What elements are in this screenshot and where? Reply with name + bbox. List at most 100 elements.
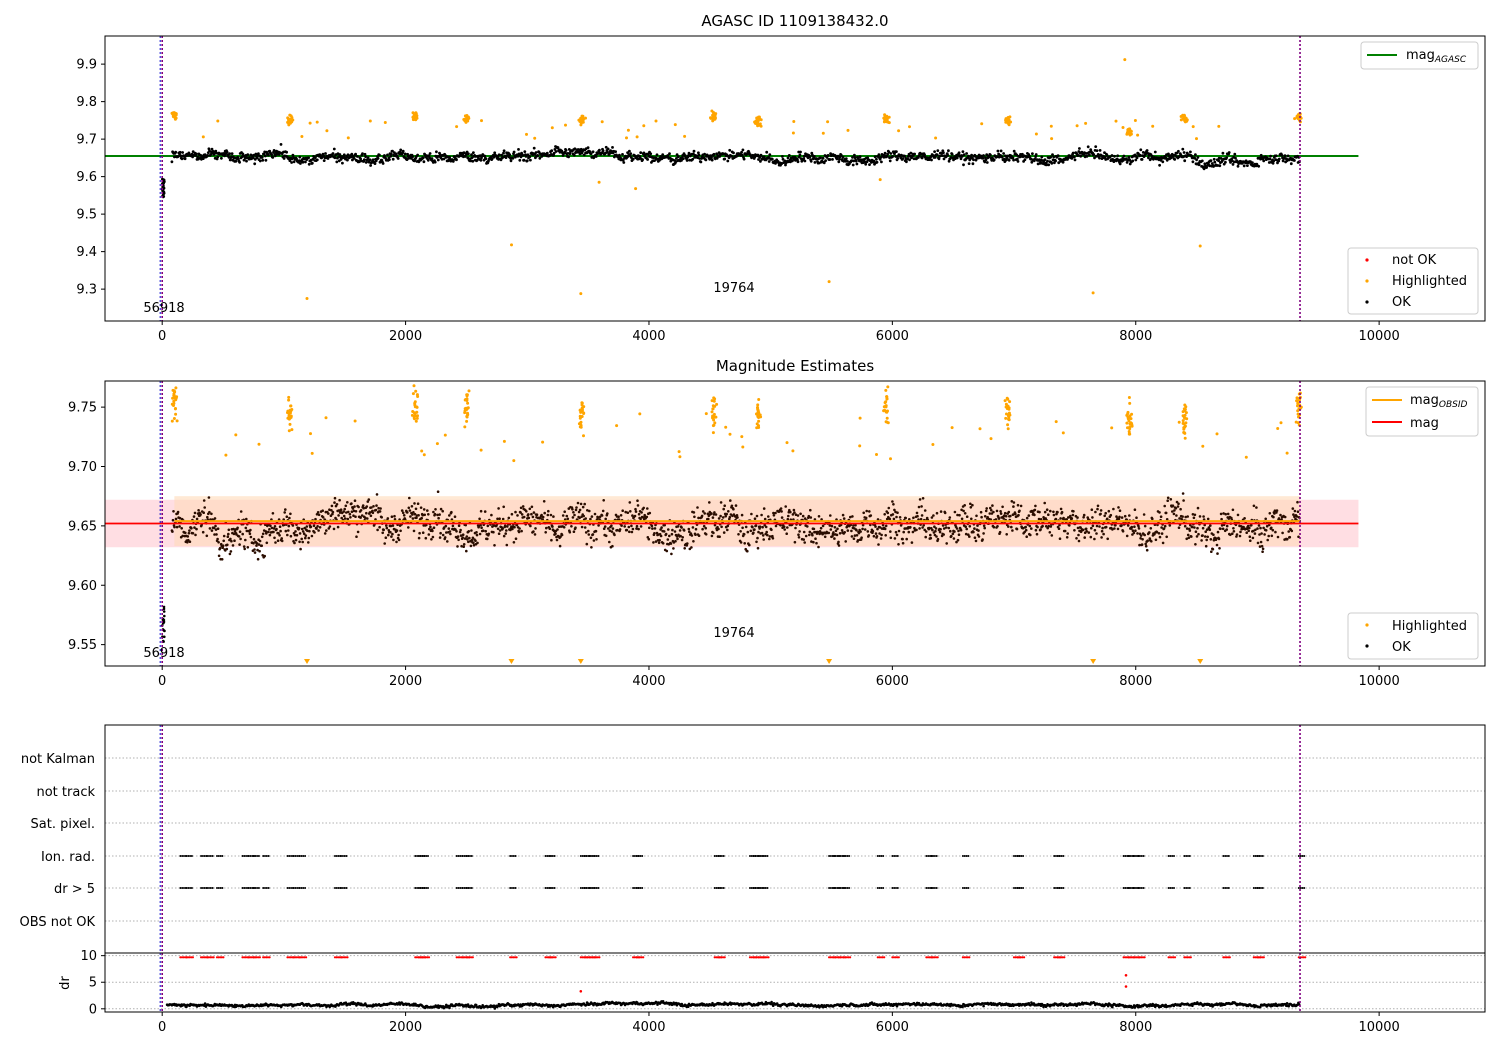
ok-point	[1016, 157, 1019, 161]
flag-point	[595, 855, 598, 857]
ok-point	[325, 529, 328, 532]
ok-point	[765, 150, 769, 154]
ok-point	[690, 546, 693, 549]
highlighted-point	[710, 399, 714, 403]
ok-point	[873, 155, 877, 159]
ok-point	[802, 538, 805, 541]
ok-point	[864, 162, 868, 166]
ok-point	[512, 541, 516, 544]
ok-point	[1015, 527, 1019, 531]
ok-point	[520, 513, 524, 516]
flag-point	[641, 855, 644, 857]
ok-point	[246, 546, 250, 549]
highlighted-point	[1125, 421, 1129, 425]
ok-point	[770, 157, 774, 161]
flag-point	[294, 855, 297, 857]
ok-point	[630, 524, 633, 528]
ok-point	[419, 506, 423, 510]
highlighted-point	[887, 121, 891, 125]
highlighted-point	[414, 118, 418, 122]
ok-point	[532, 511, 536, 514]
highlighted-point	[785, 441, 789, 445]
highlighted-point	[564, 123, 567, 127]
ok-point	[1277, 157, 1281, 161]
ok-point	[1059, 507, 1063, 511]
ok-point	[1049, 155, 1052, 159]
ok-point	[732, 507, 735, 511]
ok-point	[428, 152, 432, 155]
ok-point	[606, 151, 609, 154]
ok-point	[920, 505, 923, 508]
ok-point	[761, 525, 764, 529]
highlighted-point	[309, 432, 312, 436]
ok-point	[618, 153, 621, 157]
ok-point	[1235, 533, 1239, 536]
ok-point	[284, 529, 288, 533]
flag-point	[759, 855, 762, 857]
ok-point	[456, 535, 460, 538]
legend2-ok-label: OK	[1392, 640, 1411, 655]
ok-point	[865, 160, 869, 164]
ok-point	[582, 153, 586, 157]
ok-point	[484, 157, 488, 161]
ok-point	[1247, 529, 1250, 533]
ok-point	[682, 529, 686, 532]
ok-point	[448, 514, 451, 517]
ok-point	[1227, 151, 1231, 154]
flag-point	[241, 855, 244, 857]
highlighted-point	[581, 118, 585, 122]
ok-point	[770, 528, 773, 532]
ok-point	[797, 533, 800, 536]
ok-point	[245, 517, 248, 521]
ok-point	[652, 541, 655, 544]
ok-point	[580, 525, 584, 529]
ok-point	[1140, 158, 1144, 161]
ok-point	[744, 525, 748, 529]
ok-point	[964, 525, 967, 528]
ok-point	[826, 154, 830, 157]
flag-point	[206, 855, 209, 857]
flag-point	[579, 855, 582, 857]
flag-point	[256, 855, 259, 857]
ok-point	[568, 152, 572, 156]
ok-point	[1221, 527, 1225, 531]
ok-point	[398, 150, 402, 154]
ok-point	[704, 526, 707, 530]
panel1-ticks: 0 2000 4000 6000 8000 100009.39.49.59.69.79.8…	[76, 58, 1399, 344]
ok-point	[1002, 152, 1005, 155]
highlighted-point	[422, 453, 426, 457]
ok-point	[478, 532, 482, 536]
flag-point	[345, 855, 348, 857]
ok-point	[1188, 529, 1192, 532]
ok-point	[385, 524, 388, 527]
ok-point	[686, 542, 689, 545]
ok-point	[947, 526, 951, 530]
y-tick-label: 9.65	[68, 519, 97, 534]
legend-not-ok-label: not OK	[1392, 253, 1437, 268]
ok-point	[401, 149, 405, 153]
ok-point	[1270, 526, 1273, 530]
ok-point	[1082, 513, 1086, 517]
ok-point	[572, 153, 576, 157]
ok-point	[493, 151, 497, 155]
ok-point	[1201, 526, 1205, 530]
ok-point	[659, 534, 663, 538]
highlighted-point	[287, 395, 291, 399]
ok-point	[840, 529, 844, 532]
flag-point	[252, 855, 255, 857]
ok-point	[347, 510, 350, 514]
ok-point	[673, 530, 677, 533]
ok-point	[594, 155, 598, 158]
flag-point	[1016, 855, 1019, 857]
ok-point	[520, 529, 523, 533]
highlighted-point	[216, 119, 220, 123]
ok-point	[263, 554, 267, 558]
ok-point	[1201, 534, 1204, 537]
highlighted-point	[1008, 413, 1012, 417]
highlighted-point	[582, 405, 586, 409]
ok-point	[884, 534, 887, 537]
ok-point	[787, 514, 790, 518]
ok-point	[439, 531, 442, 535]
legend-not-ok-swatch	[1365, 258, 1369, 262]
ok-point	[1289, 162, 1293, 166]
